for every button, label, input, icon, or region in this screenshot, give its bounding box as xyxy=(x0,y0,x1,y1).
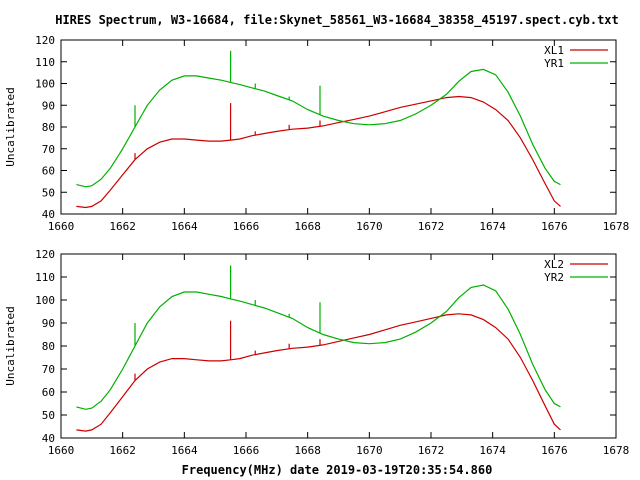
x-tick-label: 1660 xyxy=(48,220,75,233)
y-tick-label: 110 xyxy=(35,271,55,284)
series-line-yr1 xyxy=(76,68,561,188)
y-tick-label: 80 xyxy=(42,340,55,353)
y-tick-label: 100 xyxy=(35,78,55,91)
x-tick-label: 1678 xyxy=(603,444,630,457)
x-tick-label: 1668 xyxy=(294,444,321,457)
x-tick-label: 1666 xyxy=(233,220,260,233)
x-tick-label: 1670 xyxy=(356,220,383,233)
x-axis-label: Frequency(MHz) date 2019-03-19T20:35:54.… xyxy=(182,463,493,477)
y-tick-label: 50 xyxy=(42,186,55,199)
x-tick-label: 1664 xyxy=(171,220,198,233)
x-tick-label: 1662 xyxy=(109,444,136,457)
series-line-xl1 xyxy=(76,95,561,209)
legend-label-yr2: YR2 xyxy=(544,271,564,284)
y-axis-label: Uncalibrated xyxy=(4,306,17,385)
bottom-panel: 40 50 60 70 80 90 100 110 120 1660 1662 1664 1666 166… xyxy=(4,248,629,457)
x-tick-label: 1678 xyxy=(603,220,630,233)
y-tick-label: 90 xyxy=(42,317,55,330)
y-tick-label: 100 xyxy=(35,294,55,307)
x-tick-label: 1670 xyxy=(356,444,383,457)
top-panel: 40 50 60 70 80 90 100 110 120 1660 1662 1664 1666 166… xyxy=(4,34,629,233)
x-tick-label: 1666 xyxy=(233,444,260,457)
x-tick-label: 1674 xyxy=(479,220,506,233)
y-tick-label: 50 xyxy=(42,409,55,422)
y-axis-label: Uncalibrated xyxy=(4,87,17,166)
y-tick-label: 70 xyxy=(42,143,55,156)
y-tick-label: 120 xyxy=(35,34,55,47)
series-line-yr2 xyxy=(76,284,561,410)
legend-label-yr1: YR1 xyxy=(544,57,564,70)
y-tick-label: 40 xyxy=(42,432,55,445)
figure-title: HIRES Spectrum, W3-16684, file:Skynet_58… xyxy=(55,13,619,28)
y-tick-label: 110 xyxy=(35,56,55,69)
y-tick-label: 40 xyxy=(42,208,55,221)
y-tick-label: 60 xyxy=(42,165,55,178)
x-tick-label: 1672 xyxy=(418,220,445,233)
y-tick-label: 80 xyxy=(42,121,55,134)
x-tick-label: 1662 xyxy=(109,220,136,233)
y-tick-label: 70 xyxy=(42,363,55,376)
legend-label-xl1: XL1 xyxy=(544,44,564,57)
series-line-xl2 xyxy=(76,313,561,432)
y-tick-label: 60 xyxy=(42,386,55,399)
x-tick-label: 1676 xyxy=(541,220,568,233)
x-tick-label: 1674 xyxy=(479,444,506,457)
x-tick-label: 1660 xyxy=(48,444,75,457)
legend-label-xl2: XL2 xyxy=(544,258,564,271)
y-tick-label: 90 xyxy=(42,99,55,112)
x-tick-label: 1664 xyxy=(171,444,198,457)
x-tick-label: 1676 xyxy=(541,444,568,457)
x-tick-label: 1668 xyxy=(294,220,321,233)
y-tick-label: 120 xyxy=(35,248,55,261)
x-tick-label: 1672 xyxy=(418,444,445,457)
